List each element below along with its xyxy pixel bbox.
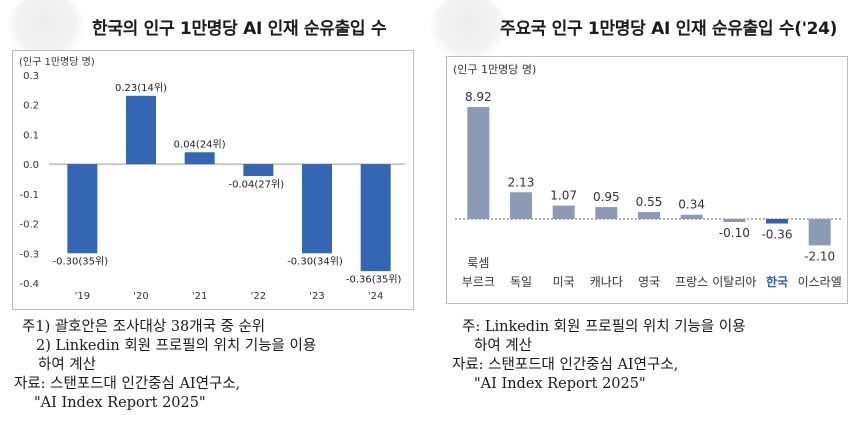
right-bar [808, 219, 831, 246]
left-chart-title: 한국의 인구 1만명당 AI 인재 순유출입 수 [92, 19, 387, 39]
right-data-label: -0.36 [761, 228, 792, 242]
right-note-1: 주: Linkedin 회원 프로필의 위치 기능을 이용 [462, 319, 746, 335]
right-x-tick-label: 캐나다 [590, 275, 623, 289]
right-unit-label: (인구 1만명당 명) [453, 63, 536, 76]
right-chart-title: 주요국 인구 1만명당 AI 인재 순유출입 수('24) [500, 19, 838, 39]
right-data-label: 0.95 [593, 190, 620, 204]
right-x-tick-label: 이스라엘 [798, 275, 842, 289]
right-bar [510, 192, 532, 219]
left-source-2: "AI Index Report 2025" [34, 395, 206, 411]
left-y-tick-label: 0.3 [23, 71, 39, 82]
right-x-tick-label: 이탈리아 [712, 275, 756, 289]
left-x-tick-label: '23 [309, 291, 324, 302]
left-bar [184, 152, 215, 165]
right-footnotes: 주: Linkedin 회원 프로필의 위치 기능을 이용 하여 계산 자료: … [452, 318, 746, 394]
right-bar [638, 212, 660, 219]
left-data-label: -0.36(35위) [346, 273, 402, 286]
right-bar [723, 219, 746, 222]
left-x-tick-label: '24 [368, 291, 383, 302]
right-note-2: 하여 계산 [474, 338, 532, 354]
right-bar [766, 219, 788, 224]
right-data-label: 0.34 [678, 198, 705, 212]
left-bar [243, 164, 274, 177]
left-note-2: 2) Linkedin 회원 프로필의 위치 기능을 이용 [36, 338, 317, 354]
left-x-tick-label: '20 [133, 291, 148, 302]
left-y-tick-label: 0.1 [23, 130, 39, 141]
left-chart-frame: (인구 1만명당 명) 0.3 0.2 0.1 0.0 -0.1 -0.2 -0.3 -0.4 -… [12, 50, 414, 310]
left-x-tick-label: '21 [192, 291, 207, 302]
right-bar [595, 207, 618, 219]
left-data-label: -0.30(35위) [53, 255, 109, 268]
right-x-tick-label: 부르크 [462, 275, 495, 289]
left-data-label: 0.23(14위) [115, 81, 167, 94]
left-y-tick-label: -0.2 [19, 220, 39, 231]
right-bar [680, 214, 703, 219]
right-data-label: 8.92 [465, 90, 492, 104]
right-x-tick-label: 영국 [638, 275, 660, 289]
left-note-1: 주1) 괄호안은 조사대상 38개국 중 순위 [22, 319, 266, 335]
right-x-tick-label: 룩셈 [467, 256, 489, 270]
left-y-tick-label: -0.4 [19, 279, 39, 290]
right-data-label: 2.13 [508, 175, 535, 189]
right-data-label: -0.10 [719, 226, 750, 240]
left-data-label: -0.04(27위) [229, 177, 285, 190]
left-unit-label: (인구 1만명당 명) [19, 56, 95, 68]
left-bar [126, 95, 156, 165]
blur-artifact [430, 0, 506, 60]
left-bar [360, 164, 391, 272]
left-y-tick-label: 0.2 [23, 101, 39, 112]
left-note-3: 하여 계산 [38, 357, 96, 373]
right-x-tick-label: 프랑스 [675, 275, 708, 289]
right-x-tick-label: 한국 [766, 274, 788, 289]
left-data-label: -0.30(34위) [287, 255, 343, 268]
right-x-tick-label: 독일 [510, 275, 532, 289]
left-footnotes: 주1) 괄호안은 조사대상 38개국 중 순위 2) Linkedin 회원 프… [14, 318, 316, 413]
left-data-label: 0.04(24위) [174, 137, 226, 150]
left-bar [302, 164, 332, 254]
right-chart-panel: 주요국 인구 1만명당 AI 인재 순유출입 수('24) (인구 1만명당 명… [430, 0, 860, 431]
right-bar [467, 107, 490, 219]
right-bar [552, 205, 575, 219]
right-data-label: 1.07 [550, 189, 577, 203]
left-x-tick-label: '19 [75, 291, 90, 302]
right-source-1: 자료: 스탠포드대 인간중심 AI연구소, [452, 357, 679, 373]
left-source-1: 자료: 스탠포드대 인간중심 AI연구소, [14, 376, 241, 392]
right-x-tick-label: 미국 [553, 275, 575, 289]
right-data-label: -2.10 [804, 249, 835, 263]
left-bar [67, 164, 98, 254]
left-x-tick-label: '22 [251, 291, 266, 302]
left-bar-chart: (인구 1만명당 명) 0.3 0.2 0.1 0.0 -0.1 -0.2 -0.3 -0.4 -… [19, 56, 405, 302]
left-y-tick-label: -0.3 [19, 249, 39, 260]
right-source-2: "AI Index Report 2025" [474, 376, 646, 392]
right-data-label: 0.55 [636, 195, 663, 209]
left-y-tick-label: 0.0 [23, 160, 39, 171]
left-y-tick-label: -0.1 [19, 190, 39, 201]
left-chart-panel: 한국의 인구 1만명당 AI 인재 순유출입 수 (인구 1만명당 명) 0.3 0… [8, 0, 414, 413]
